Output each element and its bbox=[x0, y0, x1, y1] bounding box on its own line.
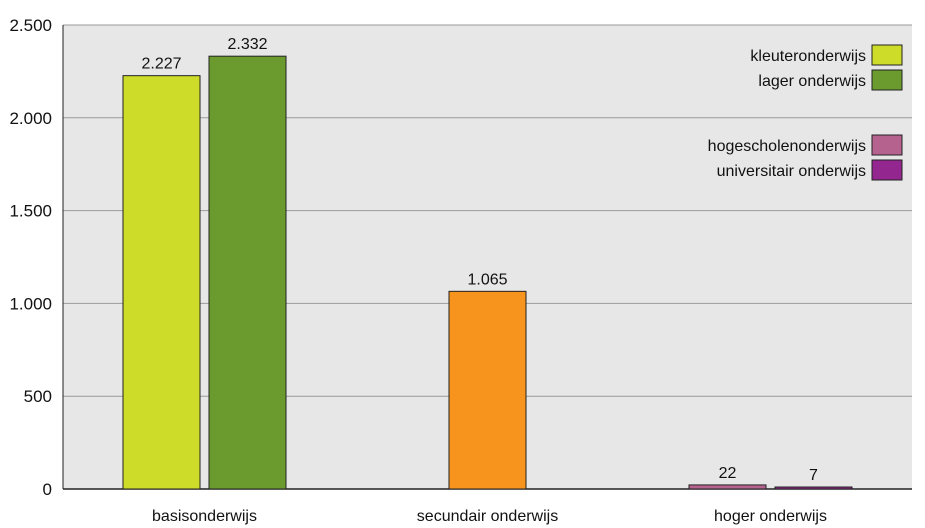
bar-value-label: 7 bbox=[809, 467, 818, 484]
legend: kleuteronderwijs lager onderwijs hogeschol… bbox=[708, 44, 903, 181]
y-tick-label: 2.000 bbox=[9, 109, 52, 128]
legend-label: universitair onderwijs bbox=[717, 163, 866, 180]
legend-label: lager onderwijs bbox=[758, 73, 866, 90]
bar-value-label: 2.227 bbox=[141, 56, 181, 73]
bar-value-label: 1.065 bbox=[467, 271, 507, 288]
legend-swatch bbox=[871, 134, 903, 156]
y-tick-label: 1.500 bbox=[9, 202, 52, 221]
legend-swatch bbox=[871, 69, 903, 91]
legend-label: kleuteronderwijs bbox=[750, 48, 866, 65]
y-tick-label: 0 bbox=[43, 480, 52, 499]
y-tick-label: 2.500 bbox=[9, 16, 52, 35]
bar bbox=[774, 486, 853, 490]
y-tick-label: 500 bbox=[24, 387, 52, 406]
bar-value-label: 22 bbox=[719, 465, 737, 482]
bars: 2.227 2.332 1.065 22 7 bbox=[122, 36, 853, 490]
y-axis-ticks: 0 500 1.000 1.500 2.000 2.500 bbox=[9, 16, 52, 499]
y-tick-label: 1.000 bbox=[9, 294, 52, 313]
bar bbox=[688, 484, 767, 490]
bar bbox=[208, 55, 287, 490]
legend-label: hogescholenonderwijs bbox=[708, 138, 866, 155]
x-category-label: secundair onderwijs bbox=[417, 508, 558, 525]
bar bbox=[448, 290, 527, 490]
x-axis-labels: basisonderwijs secundair onderwijs hoger o… bbox=[152, 508, 827, 525]
bar bbox=[122, 75, 201, 490]
bar-value-label: 2.332 bbox=[227, 36, 267, 53]
legend-swatch bbox=[871, 159, 903, 181]
x-category-label: hoger onderwijs bbox=[714, 508, 827, 525]
x-category-label: basisonderwijs bbox=[152, 508, 257, 525]
legend-swatch bbox=[871, 44, 903, 66]
